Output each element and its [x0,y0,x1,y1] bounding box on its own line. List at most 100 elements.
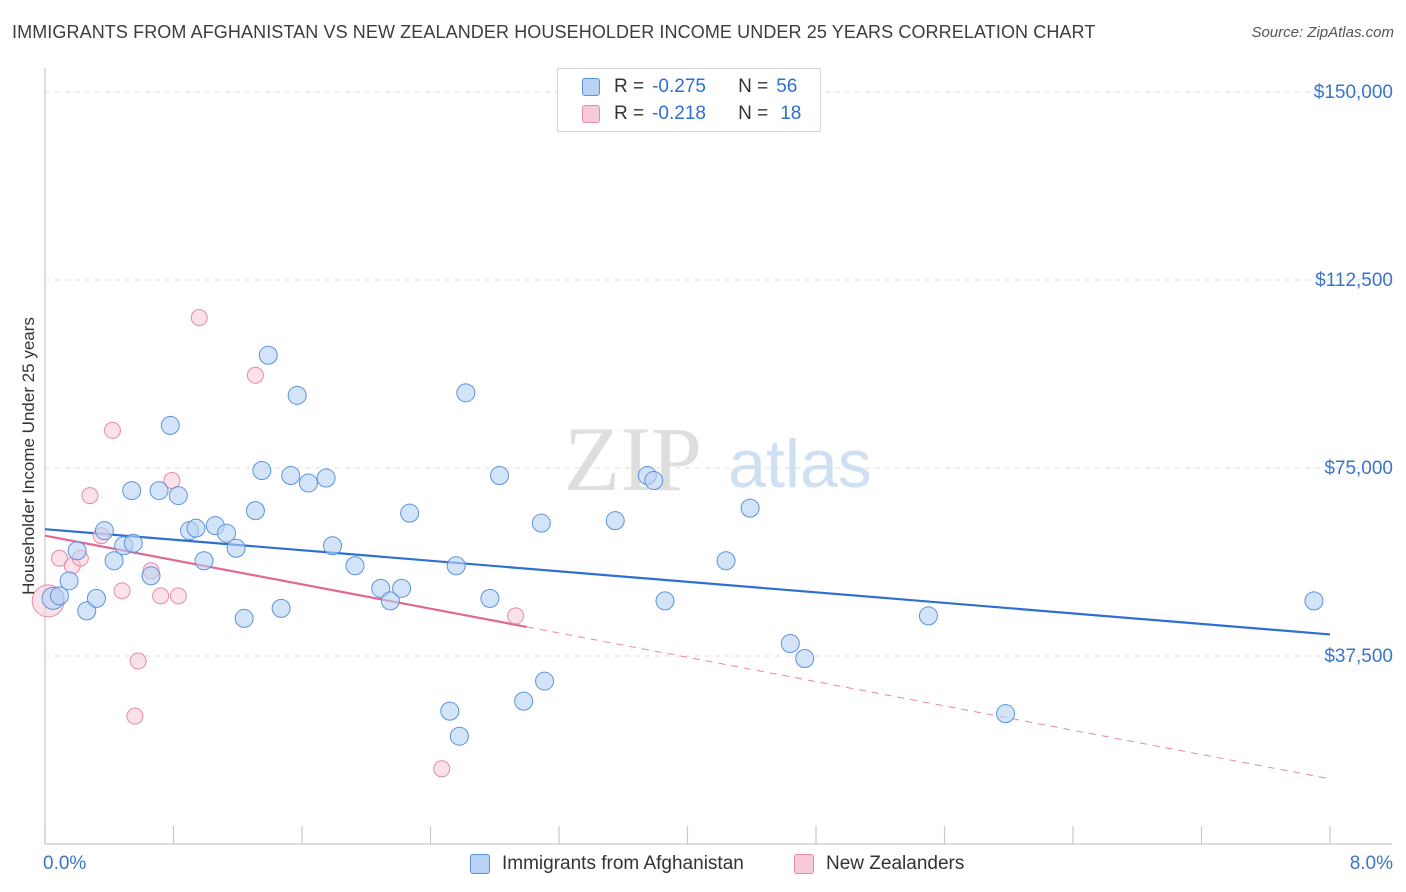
bottom-legend-swatch-blue [470,854,490,874]
bottom-legend-label: New Zealanders [826,853,965,874]
chart-title: IMMIGRANTS FROM AFGHANISTAN VS NEW ZEALA… [12,22,1096,42]
new-zealanders-point [163,472,181,490]
afghanistan-point [531,513,551,533]
new-zealanders-point [507,607,525,625]
bottom-legend-afghanistan: Immigrants from Afghanistan [470,851,744,877]
afghanistan-trend-line [44,528,1331,636]
watermark-atlas: atlas [728,426,872,502]
afghanistan-point [605,511,625,531]
afghanistan-point [226,538,246,558]
legend-r-label: R = [614,76,645,97]
new-zealanders-point [152,587,170,605]
afghanistan-point [217,523,237,543]
afghanistan-point [67,541,87,561]
afghanistan-point [49,586,69,606]
legend-swatch-blue [582,78,600,96]
afghanistan-point [94,521,114,541]
x-tick-label-max: 8.0% [1350,853,1393,874]
legend-n-label: N = [738,76,769,97]
legend-r-value: -0.218 [652,103,706,124]
afghanistan-point [258,345,278,365]
afghanistan-point [59,571,79,591]
bottom-legend-new-zealanders: New Zealanders [794,851,964,877]
afghanistan-point [644,471,664,491]
y-tick-label: $37,500 [1324,646,1393,667]
x-tick-labels: 0.0% 8.0% [43,853,1393,874]
afghanistan-point [780,633,800,653]
new-zealanders-point [433,760,451,778]
y-tick-label: $150,000 [1314,82,1393,103]
afghanistan-point [316,468,336,488]
afghanistan-point [281,466,301,486]
legend-swatch-pink [582,105,600,123]
afghanistan-point [795,649,815,669]
legend-n-value: 56 [776,76,798,97]
afghanistan-point [716,551,736,571]
afghanistan-point [149,481,169,501]
new-zealanders-point [103,421,121,439]
legend-n-label: N = [738,103,769,124]
watermark-zip: ZIP [564,408,702,510]
afghanistan-point [122,481,142,501]
afghanistan-trend [44,528,1331,636]
legend-r-label: R = [614,103,645,124]
afghanistan-point [514,691,534,711]
afghanistan-point [160,415,180,435]
afghanistan-point [490,466,510,486]
afghanistan-point [298,473,318,493]
afghanistan-point [168,486,188,506]
legend-row-afghanistan: R = -0.275 N = 56 [582,76,797,98]
y-tick-label: $75,000 [1324,458,1393,479]
watermark: ZIP atlas [564,408,872,510]
new-zealanders-trend-extension [526,626,1331,780]
afghanistan-point [104,551,124,571]
afghanistan-point [480,588,500,608]
y-tick-labels: $37,500 $75,000 $112,500 $150,000 [1314,82,1393,667]
afghanistan-point [234,608,254,628]
afghanistan-point [740,498,760,518]
afghanistan-point [456,383,476,403]
afghanistan-point [86,588,106,608]
afghanistan-points [41,345,1324,746]
afghanistan-point [77,601,97,621]
legend-r-value: -0.275 [652,76,706,97]
stats-legend: R = -0.275 N = 56 R = -0.218 N = 18 [557,68,821,132]
x-tick-label-min: 0.0% [43,853,86,874]
bottom-legend-label: Immigrants from Afghanistan [502,853,744,874]
afghanistan-point [440,701,460,721]
new-zealanders-point [169,587,187,605]
legend-n-value: 18 [780,103,802,124]
afghanistan-point [186,518,206,538]
afghanistan-point [996,704,1016,724]
afghanistan-point [271,598,291,618]
afghanistan-point [252,461,272,481]
afghanistan-point [245,501,265,521]
afghanistan-point [380,591,400,611]
axes [44,68,1392,845]
afghanistan-point [323,536,343,556]
y-axis-label: Householder Income Under 25 years [19,317,38,595]
afghanistan-point [194,551,214,571]
afghanistan-point [287,385,307,405]
new-zealanders-point [126,707,144,725]
new-zealanders-point [113,582,131,600]
afghanistan-point [449,726,469,746]
new-zealanders-point [246,366,264,384]
afghanistan-point [345,556,365,576]
afghanistan-point [446,556,466,576]
new-zealanders-point [129,652,147,670]
new-zealanders-point [81,487,99,505]
new-zealanders-trend [44,534,1331,780]
afghanistan-point [371,578,391,598]
source-label: Source: ZipAtlas.com [1251,24,1394,41]
afghanistan-point [123,533,143,553]
afghanistan-point [141,566,161,586]
afghanistan-point [535,671,555,691]
afghanistan-point [400,503,420,523]
new-zealanders-point [50,549,68,567]
legend-row-new-zealanders: R = -0.218 N = 18 [582,103,801,125]
y-tick-label: $112,500 [1315,270,1393,291]
afghanistan-point [1304,591,1324,611]
afghanistan-point [918,606,938,626]
